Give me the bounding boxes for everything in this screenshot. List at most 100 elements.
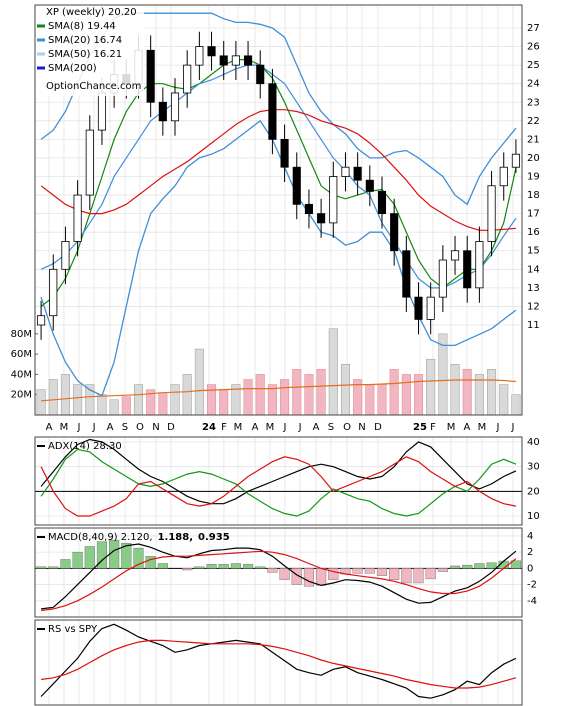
volume-bar xyxy=(511,394,521,416)
y-tick-label: 14 xyxy=(527,264,540,275)
x-tick-label: 24 xyxy=(202,422,216,433)
histogram-bar xyxy=(510,560,521,569)
histogram-bar xyxy=(437,568,448,572)
volume-bar xyxy=(255,374,265,416)
volume-tick-label: 80M xyxy=(11,329,32,340)
volume-bar xyxy=(121,396,131,416)
x-tick-label: M xyxy=(447,422,456,433)
volume-bar xyxy=(340,364,350,416)
candle-body xyxy=(450,250,460,261)
legend-label: SMA(200) xyxy=(48,63,97,74)
x-tick-label: J xyxy=(511,422,515,433)
sma-line xyxy=(40,64,517,289)
candle-body xyxy=(414,296,423,320)
y-tick-label: 40 xyxy=(527,437,540,448)
x-tick-label: D xyxy=(167,422,175,433)
histogram-bar xyxy=(474,563,485,569)
x-tick-label: A xyxy=(464,422,471,433)
candle-body xyxy=(402,250,411,298)
x-tick-label: A xyxy=(313,422,320,433)
indicator-line xyxy=(40,623,517,699)
panel-border xyxy=(34,4,523,416)
panel-title: RS vs SPY xyxy=(48,624,98,635)
y-tick-label: 23 xyxy=(527,97,540,108)
histogram-bar xyxy=(316,568,327,586)
volume-bar xyxy=(414,374,424,416)
candle-body xyxy=(438,259,447,298)
lower-band xyxy=(40,119,517,397)
sma-line xyxy=(40,109,516,231)
indicator-line xyxy=(41,550,517,612)
y-tick-label: 22 xyxy=(527,116,540,127)
histogram-bar xyxy=(36,566,47,569)
y-tick-label: 26 xyxy=(527,42,540,53)
legend-label: SMA(20) 16.74 xyxy=(48,35,122,46)
volume-bar xyxy=(182,374,192,416)
x-tick-label: J xyxy=(282,422,286,433)
volume-bar xyxy=(60,374,70,416)
candle-body xyxy=(317,213,326,224)
candle-body xyxy=(195,46,204,66)
volume-bar xyxy=(97,394,107,416)
volume-bar xyxy=(36,389,46,416)
panel-value-label: 1.188, xyxy=(158,532,193,543)
indicator-line xyxy=(41,639,517,689)
candle-body xyxy=(329,176,338,224)
volume-bar xyxy=(401,374,411,416)
volume-bar xyxy=(73,384,83,416)
histogram-bar xyxy=(376,568,388,576)
y-tick-label: 24 xyxy=(527,79,540,90)
y-tick-label: -4 xyxy=(527,596,537,607)
watermark: OptionChance.com xyxy=(46,81,141,92)
volume-bar xyxy=(426,358,436,416)
volume-bar xyxy=(48,379,58,416)
histogram-bar xyxy=(157,563,168,569)
candle-body xyxy=(365,179,374,192)
volume-bar xyxy=(133,384,143,416)
panel-border xyxy=(34,527,523,618)
histogram-bar xyxy=(72,551,83,569)
histogram-bar xyxy=(267,568,278,573)
candle-body xyxy=(475,241,484,289)
histogram-bar xyxy=(96,541,108,569)
x-tick-label: M xyxy=(266,422,275,433)
candle-body xyxy=(146,49,155,103)
x-tick-label: A xyxy=(46,422,53,433)
y-tick-label: 19 xyxy=(527,171,540,182)
candle-body xyxy=(183,64,192,94)
histogram-bar xyxy=(486,562,497,569)
candle-body xyxy=(487,185,496,242)
histogram-bar xyxy=(48,566,59,569)
panel-title: ADX(14) 28.30 xyxy=(48,441,122,452)
candle-body xyxy=(304,203,313,215)
x-tick-label: O xyxy=(343,422,351,433)
x-tick-label: M xyxy=(478,422,487,433)
volume-bar xyxy=(243,379,253,416)
histogram-bar xyxy=(84,546,95,569)
histogram-bar xyxy=(255,566,266,569)
volume-bar xyxy=(462,369,472,416)
volume-tick-label: 20M xyxy=(11,390,32,401)
histogram-bar xyxy=(303,568,315,587)
candle-body xyxy=(37,315,46,326)
x-tick-label: N xyxy=(358,422,365,433)
histogram-bar xyxy=(462,564,473,569)
x-tick-label: O xyxy=(136,422,144,433)
volume-average-line xyxy=(41,379,516,402)
histogram-bar xyxy=(194,566,205,569)
volume-bar xyxy=(450,364,460,416)
candle-body xyxy=(170,92,180,122)
histogram-bar xyxy=(364,568,375,574)
histogram-bar xyxy=(109,539,120,569)
histogram-bar xyxy=(60,559,71,569)
candle-body xyxy=(377,190,387,215)
volume-bar xyxy=(377,384,387,416)
candle-body xyxy=(280,138,289,168)
histogram-bar xyxy=(182,568,193,571)
y-tick-label: 21 xyxy=(527,134,540,145)
x-tick-label: F xyxy=(430,422,436,433)
x-tick-label: F xyxy=(221,422,227,433)
y-tick-label: 4 xyxy=(527,531,533,542)
volume-bar xyxy=(316,369,326,416)
